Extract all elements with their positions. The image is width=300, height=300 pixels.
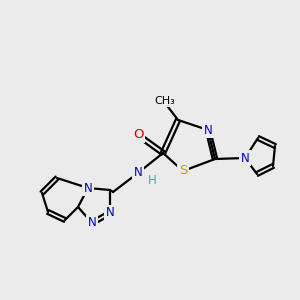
Text: S: S (179, 164, 187, 178)
Text: N: N (106, 206, 114, 220)
Text: N: N (241, 152, 249, 164)
Text: N: N (134, 167, 142, 179)
Text: N: N (84, 182, 92, 194)
Text: N: N (204, 124, 212, 136)
Text: CH₃: CH₃ (154, 96, 176, 106)
Text: N: N (88, 217, 96, 230)
Text: H: H (148, 173, 156, 187)
Text: O: O (133, 128, 143, 142)
